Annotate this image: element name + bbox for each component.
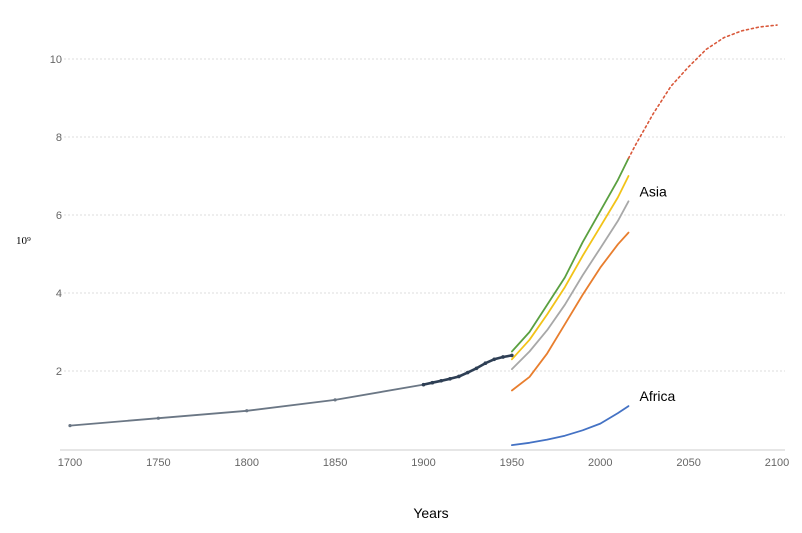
data-point [465, 370, 470, 375]
data-point [483, 361, 488, 366]
series-line-7 [627, 24, 778, 160]
y-tick-label: 8 [56, 132, 62, 144]
data-point [430, 380, 435, 385]
series-line-3 [510, 175, 630, 361]
gridlines [60, 58, 785, 372]
x-tick-label: 2050 [676, 457, 700, 469]
data-point [68, 424, 72, 428]
x-tick-label: 1900 [411, 457, 435, 469]
y-tick-label: 4 [56, 288, 62, 300]
data-point [457, 374, 461, 379]
series-line-africa [510, 405, 630, 447]
series-line-0 [69, 383, 425, 427]
series-line-asia [510, 200, 630, 371]
y-tick-label: 10 [50, 54, 62, 66]
series-line-5 [510, 231, 630, 392]
x-tick-label: 1850 [323, 457, 347, 469]
data-point [474, 366, 479, 371]
x-tick-label: 1700 [58, 457, 82, 469]
x-tick-label: 2100 [765, 457, 789, 469]
x-tick-label: 1800 [235, 457, 259, 469]
data-point [492, 357, 497, 362]
x-tick-label: 2000 [588, 457, 612, 469]
y-tick-labels: 2 4 6 8 10 [50, 54, 62, 378]
data-point [245, 409, 249, 413]
data-point [448, 377, 452, 381]
x-tick-label: 1950 [500, 457, 524, 469]
y-tick-label: 6 [56, 210, 62, 222]
series-labels: Asia Africa [640, 183, 676, 404]
x-axis-label: Years [413, 505, 448, 521]
series-line-1 [422, 354, 514, 386]
y-axis-label: 10⁹ [16, 235, 31, 247]
data-point [439, 378, 443, 383]
series-label-asia: Asia [640, 183, 667, 199]
data-point [501, 355, 505, 359]
data-point [156, 416, 160, 420]
series-label-africa: Africa [640, 388, 676, 404]
data-point [421, 382, 426, 387]
y-tick-label: 2 [56, 366, 62, 378]
x-tick-labels: 1700 1750 1800 1850 1900 1950 2000 2050 2100 [58, 457, 789, 469]
series-group [68, 24, 778, 447]
data-point [333, 398, 337, 402]
series-line-2 [510, 157, 630, 353]
x-tick-label: 1750 [146, 457, 170, 469]
data-point [510, 353, 514, 358]
